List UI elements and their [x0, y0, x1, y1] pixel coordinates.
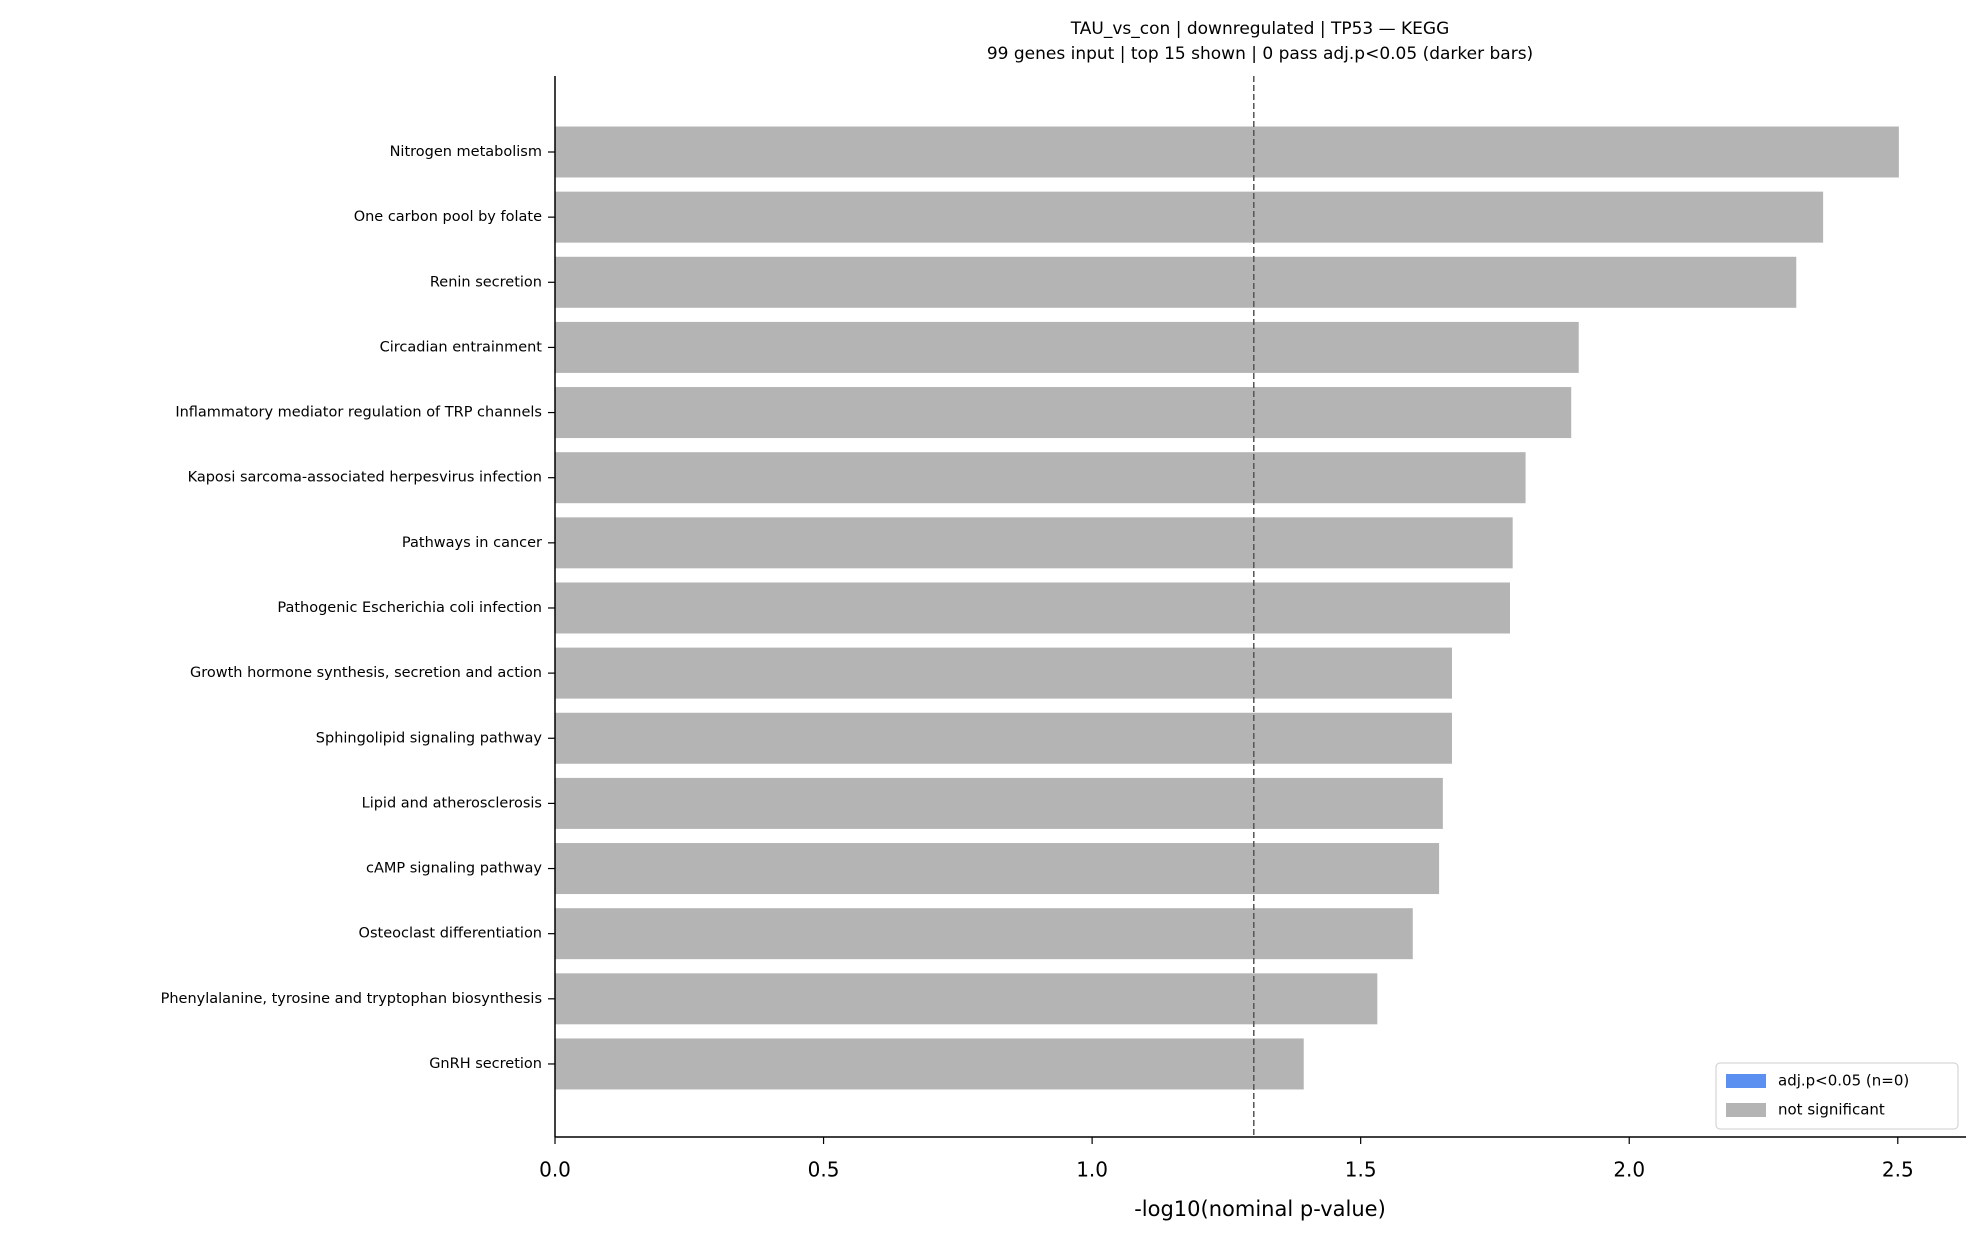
legend-box — [1715, 1062, 1959, 1130]
bar — [555, 387, 1572, 439]
x-tick-label: 2.5 — [1882, 1158, 1914, 1182]
legend-label: not significant — [1778, 1101, 1885, 1119]
x-axis-label: -log10(nominal p-value) — [1134, 1197, 1386, 1221]
x-tick-label: 0.5 — [808, 1158, 840, 1182]
y-tick-label: cAMP signaling pathway — [366, 861, 542, 877]
y-tick-label: Renin secretion — [430, 274, 542, 290]
x-tick-label: 0.0 — [539, 1158, 571, 1182]
legend-swatch — [1726, 1074, 1766, 1088]
y-tick-label: GnRH secretion — [429, 1056, 542, 1072]
y-tick-label: Sphingolipid signaling pathway — [316, 730, 543, 746]
y-tick-label: One carbon pool by folate — [354, 209, 542, 225]
y-tick-label: Inflammatory mediator regulation of TRP … — [175, 405, 542, 421]
y-tick-label: Pathogenic Escherichia coli infection — [277, 600, 542, 616]
x-tick-label: 1.5 — [1345, 1158, 1377, 1182]
bar — [555, 452, 1526, 504]
bar — [555, 777, 1443, 829]
bar — [555, 1038, 1304, 1090]
bar — [555, 973, 1378, 1025]
bar — [555, 256, 1797, 308]
bar — [555, 647, 1452, 699]
chart-title: TAU_vs_con | downregulated | TP53 — KEGG — [1070, 19, 1450, 39]
bar — [555, 843, 1440, 895]
y-tick-label: Kaposi sarcoma-associated herpesvirus in… — [188, 470, 542, 486]
chart-subtitle: 99 genes input | top 15 shown | 0 pass a… — [987, 44, 1533, 64]
y-tick-label: Phenylalanine, tyrosine and tryptophan b… — [161, 991, 542, 1007]
y-tick-label: Lipid and atherosclerosis — [362, 795, 542, 811]
y-tick-label: Nitrogen metabolism — [390, 144, 542, 160]
bar — [555, 321, 1579, 373]
y-tick-label: Circadian entrainment — [380, 339, 543, 355]
x-tick-label: 1.0 — [1076, 1158, 1108, 1182]
bar — [555, 191, 1824, 243]
bar — [555, 712, 1452, 764]
bar — [555, 126, 1899, 178]
y-tick-label: Pathways in cancer — [402, 535, 542, 551]
bar — [555, 908, 1413, 960]
y-tick-label: Osteoclast differentiation — [359, 926, 542, 942]
bar — [555, 582, 1510, 634]
legend-label: adj.p<0.05 (n=0) — [1778, 1072, 1909, 1090]
legend-swatch — [1726, 1103, 1766, 1117]
bar — [555, 517, 1513, 569]
y-tick-label: Growth hormone synthesis, secretion and … — [190, 665, 542, 681]
x-tick-label: 2.0 — [1613, 1158, 1645, 1182]
